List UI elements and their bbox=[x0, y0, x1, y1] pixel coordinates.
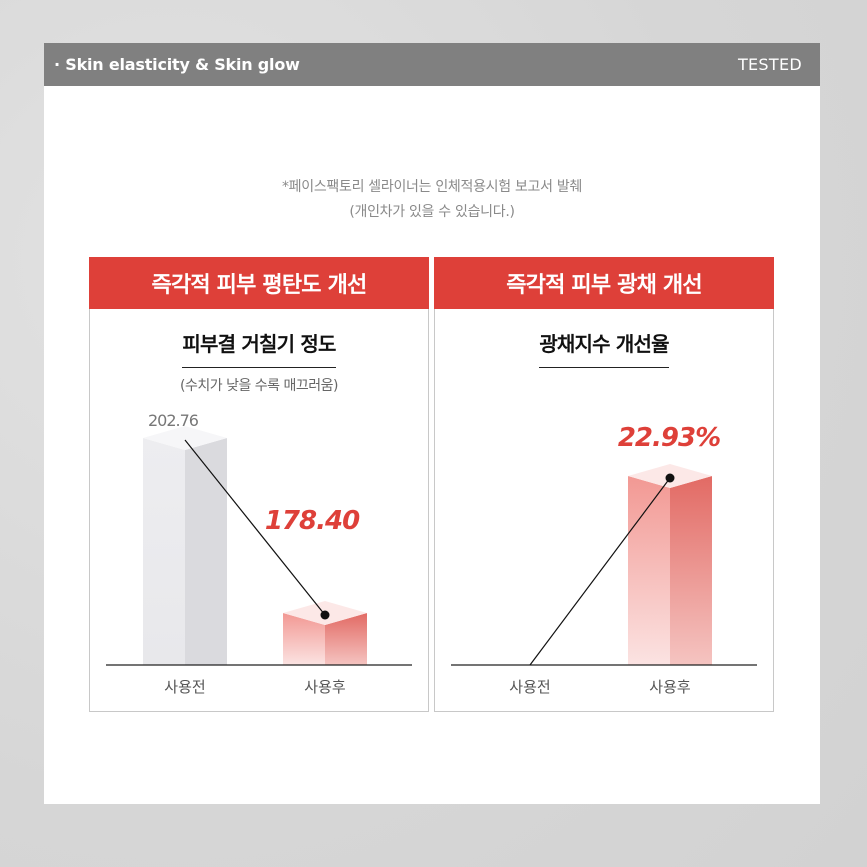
trend-line bbox=[184, 439, 326, 616]
bar-after bbox=[628, 464, 712, 665]
glow-subtitle-text: 광채지수 개선율 bbox=[539, 328, 669, 368]
smoothness-chart: 202.76 178.40 사용전 사용후 bbox=[106, 411, 412, 696]
smoothness-subtitle: 피부결 거칠기 정도 bbox=[90, 328, 428, 368]
tested-tag: TESTED bbox=[737, 55, 802, 74]
bar-before bbox=[143, 426, 227, 665]
glow-panel: 즉각적 피부 광채 개선 광채지수 개선율 22.93% 사용전 사용후 bbox=[434, 257, 774, 712]
trend-dot bbox=[665, 473, 675, 483]
category-label-after: 사용후 bbox=[304, 678, 346, 696]
smoothness-panel: 즉각적 피부 평탄도 개선 피부결 거칠기 정도 (수치가 낮을 수록 매끄러움… bbox=[89, 257, 429, 712]
category-label-before: 사용전 bbox=[164, 678, 205, 696]
content-card: · Skin elasticity & Skin glow TESTED *페이… bbox=[44, 43, 820, 804]
glow-panel-title: 즉각적 피부 광채 개선 bbox=[434, 257, 774, 309]
source-note: *페이스팩토리 셀라이너는 인체적용시험 보고서 발췌 bbox=[281, 179, 583, 195]
smoothness-subtitle-text: 피부결 거칠기 정도 bbox=[182, 328, 336, 368]
category-label-before: 사용전 bbox=[509, 678, 550, 696]
section-header: · Skin elasticity & Skin glow TESTED bbox=[44, 43, 820, 86]
value-label-after: 178.40 bbox=[265, 506, 360, 536]
value-label-before: 202.76 bbox=[148, 411, 199, 430]
smoothness-panel-title: 즉각적 피부 평탄도 개선 bbox=[89, 257, 429, 309]
trend-line bbox=[529, 477, 671, 666]
glow-chart: 22.93% 사용전 사용후 bbox=[451, 423, 757, 696]
section-title: · Skin elasticity & Skin glow bbox=[54, 55, 300, 74]
smoothness-hint: (수치가 낮을 수록 매끄러움) bbox=[180, 378, 338, 394]
glow-subtitle: 광채지수 개선율 bbox=[435, 328, 773, 368]
category-label-after: 사용후 bbox=[649, 678, 691, 696]
disclaimer-note: (개인차가 있을 수 있습니다.) bbox=[349, 204, 515, 220]
trend-dot bbox=[320, 610, 330, 620]
value-label-after: 22.93% bbox=[618, 423, 720, 453]
